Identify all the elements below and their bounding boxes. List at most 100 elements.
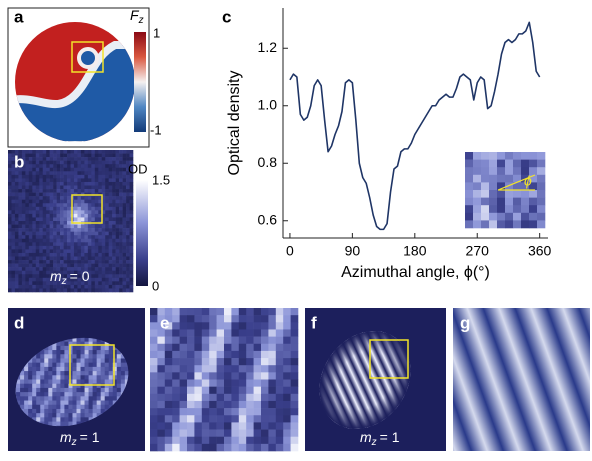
pixel bbox=[14, 224, 19, 229]
pixel bbox=[129, 263, 134, 268]
pixel bbox=[84, 371, 89, 376]
pixel bbox=[119, 270, 123, 275]
pixel bbox=[39, 199, 44, 204]
pixel bbox=[52, 366, 57, 372]
pixel bbox=[216, 372, 225, 380]
pixel bbox=[21, 160, 26, 165]
pixel bbox=[481, 220, 490, 229]
pixel bbox=[290, 443, 299, 452]
pixel bbox=[108, 392, 114, 397]
pixel bbox=[24, 379, 29, 385]
pixel bbox=[63, 171, 68, 176]
pixel bbox=[60, 400, 65, 406]
pixel bbox=[63, 164, 68, 169]
pixel bbox=[224, 393, 232, 402]
pixel bbox=[63, 217, 68, 222]
pixel bbox=[119, 199, 123, 204]
pixel bbox=[108, 263, 113, 268]
pixel bbox=[194, 308, 203, 316]
pixel bbox=[231, 422, 240, 430]
pixel bbox=[77, 153, 82, 158]
pixel bbox=[84, 396, 89, 401]
pixel bbox=[105, 256, 109, 261]
pixel bbox=[489, 205, 498, 214]
pixel bbox=[40, 417, 45, 422]
pixel bbox=[32, 284, 37, 289]
pixel bbox=[32, 392, 37, 397]
pixel bbox=[164, 308, 173, 316]
pixel bbox=[84, 288, 89, 293]
pixel bbox=[94, 252, 99, 257]
pixel bbox=[11, 231, 16, 236]
pixel bbox=[101, 249, 106, 254]
pixel bbox=[201, 358, 210, 366]
pixel bbox=[96, 408, 101, 414]
pixel bbox=[77, 150, 82, 154]
pixel bbox=[129, 174, 134, 179]
pixel bbox=[76, 379, 81, 385]
pixel bbox=[80, 260, 85, 264]
pixel bbox=[44, 400, 49, 406]
pixel bbox=[28, 210, 33, 215]
pixel bbox=[119, 174, 123, 179]
pixel bbox=[224, 329, 232, 337]
pixel bbox=[100, 375, 106, 380]
pixel bbox=[231, 336, 240, 345]
pixel bbox=[473, 190, 482, 198]
pixel bbox=[11, 217, 16, 222]
pixel bbox=[122, 203, 127, 208]
pixel bbox=[35, 284, 40, 289]
pixel bbox=[21, 242, 26, 247]
pixel bbox=[98, 267, 103, 271]
pixel bbox=[172, 358, 180, 366]
pixel bbox=[67, 174, 71, 179]
pixel bbox=[36, 408, 41, 414]
pixel bbox=[112, 252, 116, 257]
pixel bbox=[108, 281, 113, 286]
pixel bbox=[261, 443, 269, 452]
pixel bbox=[80, 358, 85, 363]
pixel bbox=[73, 196, 78, 200]
pixel bbox=[201, 400, 210, 409]
pixel bbox=[246, 322, 254, 330]
pixel bbox=[40, 387, 45, 393]
pixel bbox=[537, 205, 546, 214]
pixel bbox=[42, 245, 47, 250]
pixel bbox=[53, 213, 57, 218]
pixel bbox=[32, 358, 37, 363]
pixel bbox=[8, 189, 12, 193]
pixel bbox=[42, 235, 47, 240]
pixel bbox=[91, 270, 96, 275]
pixel bbox=[52, 421, 57, 427]
pixel bbox=[112, 217, 116, 222]
pixel bbox=[11, 213, 16, 218]
pixel bbox=[101, 213, 106, 218]
pixel bbox=[24, 387, 29, 393]
pixel bbox=[63, 178, 68, 183]
pixel bbox=[465, 197, 474, 206]
pixel bbox=[283, 379, 291, 387]
pixel bbox=[112, 249, 116, 254]
pixel bbox=[56, 362, 61, 368]
pixel bbox=[104, 341, 110, 347]
pixel bbox=[129, 203, 134, 208]
pixel bbox=[94, 206, 99, 211]
pixel bbox=[56, 196, 61, 200]
pixel bbox=[537, 220, 546, 229]
pixel bbox=[126, 245, 130, 250]
pixel bbox=[275, 336, 284, 345]
pixel bbox=[108, 375, 114, 380]
pixel bbox=[92, 379, 97, 385]
pixel bbox=[73, 231, 78, 236]
pixel bbox=[21, 185, 26, 190]
pixel bbox=[275, 386, 284, 395]
pixel bbox=[119, 274, 123, 279]
pixel bbox=[101, 192, 106, 197]
pixel bbox=[25, 192, 30, 197]
pixel bbox=[28, 160, 33, 165]
pixel bbox=[126, 252, 130, 257]
pixel bbox=[108, 277, 113, 282]
pixel bbox=[94, 288, 99, 293]
pixel bbox=[473, 174, 482, 183]
pixel bbox=[187, 436, 195, 445]
